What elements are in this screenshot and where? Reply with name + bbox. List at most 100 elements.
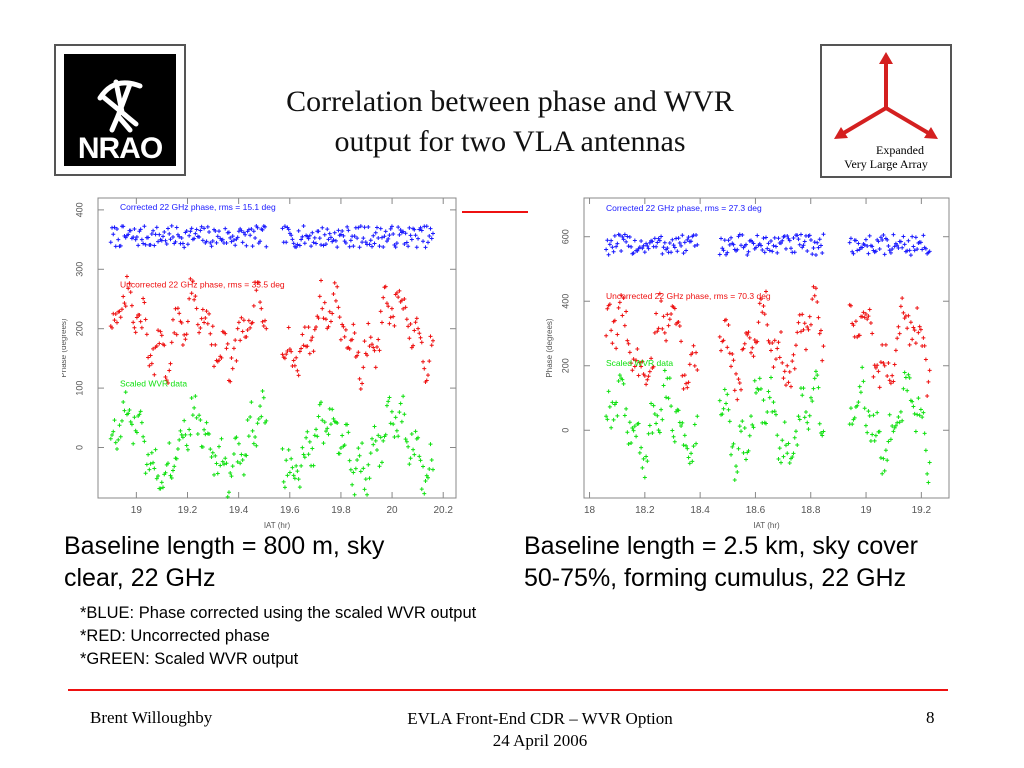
title-accent-rule (462, 211, 528, 213)
data-point (771, 365, 776, 370)
data-point (679, 243, 684, 248)
data-point (376, 337, 381, 342)
data-point (352, 492, 357, 497)
data-point (365, 353, 370, 358)
data-point (659, 407, 664, 412)
data-point (177, 234, 182, 239)
data-point (282, 224, 287, 229)
data-point (218, 463, 223, 468)
data-point (806, 327, 811, 332)
data-point (312, 433, 317, 438)
data-point (177, 311, 182, 316)
data-point (750, 345, 755, 350)
data-point (820, 250, 825, 255)
data-point (299, 346, 304, 351)
series-label: Corrected 22 GHz phase, rms = 27.3 deg (606, 203, 762, 213)
series-label: Uncorrected 22 GHz phase, rms = 70.3 deg (606, 291, 771, 301)
data-point (213, 453, 218, 458)
data-point (295, 242, 300, 247)
data-point (759, 297, 764, 302)
data-point (214, 461, 219, 466)
data-point (396, 434, 401, 439)
data-point (403, 231, 408, 236)
data-point (292, 476, 297, 481)
data-point (184, 332, 189, 337)
data-point (185, 447, 190, 452)
series-corrected (604, 232, 932, 258)
data-point (118, 243, 123, 248)
data-point (347, 244, 352, 249)
data-point (348, 467, 353, 472)
data-point (926, 480, 931, 485)
data-point (717, 398, 722, 403)
data-point (791, 352, 796, 357)
data-point (782, 420, 787, 425)
data-point (402, 412, 407, 417)
data-point (672, 439, 677, 444)
data-point (619, 293, 624, 298)
data-point (152, 243, 157, 248)
data-point (409, 237, 414, 242)
data-point (920, 247, 925, 252)
data-point (645, 244, 650, 249)
data-point (202, 320, 207, 325)
data-point (256, 416, 261, 421)
data-point (199, 316, 204, 321)
data-point (254, 288, 259, 293)
data-point (146, 355, 151, 360)
data-point (127, 407, 132, 412)
data-point (774, 244, 779, 249)
data-point (634, 434, 639, 439)
data-point (630, 368, 635, 373)
data-point (294, 245, 299, 250)
data-point (302, 325, 307, 330)
data-point (882, 252, 887, 257)
data-point (373, 365, 378, 370)
data-point (796, 320, 801, 325)
data-point (332, 280, 337, 285)
data-point (752, 337, 757, 342)
data-point (727, 242, 732, 247)
data-point (644, 454, 649, 459)
data-point (366, 225, 371, 230)
data-point (800, 245, 805, 250)
data-point (306, 236, 311, 241)
x-tick-label: 18.4 (690, 505, 710, 516)
data-point (865, 317, 870, 322)
data-point (333, 238, 338, 243)
data-point (792, 366, 797, 371)
data-point (136, 243, 141, 248)
data-point (873, 249, 878, 254)
data-point (412, 452, 417, 457)
data-point (128, 419, 133, 424)
data-point (299, 463, 304, 468)
data-point (808, 322, 813, 327)
evla-logo-line2: Very Large Array (844, 157, 928, 171)
data-point (408, 322, 413, 327)
data-point (759, 386, 764, 391)
data-point (782, 369, 787, 374)
data-point (235, 326, 240, 331)
data-point (180, 241, 185, 246)
data-point (860, 245, 865, 250)
data-point (805, 249, 810, 254)
data-point (166, 461, 171, 466)
data-point (407, 225, 412, 230)
data-point (622, 413, 627, 418)
data-point (868, 438, 873, 443)
y-tick-label: 400 (560, 294, 570, 309)
data-point (132, 325, 137, 330)
data-point (847, 240, 852, 245)
data-point (394, 290, 399, 295)
data-point (848, 406, 853, 411)
data-point (143, 317, 148, 322)
data-point (421, 359, 426, 364)
data-point (189, 396, 194, 401)
data-point (162, 230, 167, 235)
data-point (384, 301, 389, 306)
data-point (798, 329, 803, 334)
data-point (144, 332, 149, 337)
series-uncorrected (108, 274, 435, 391)
data-point (815, 373, 820, 378)
data-point (177, 437, 182, 442)
